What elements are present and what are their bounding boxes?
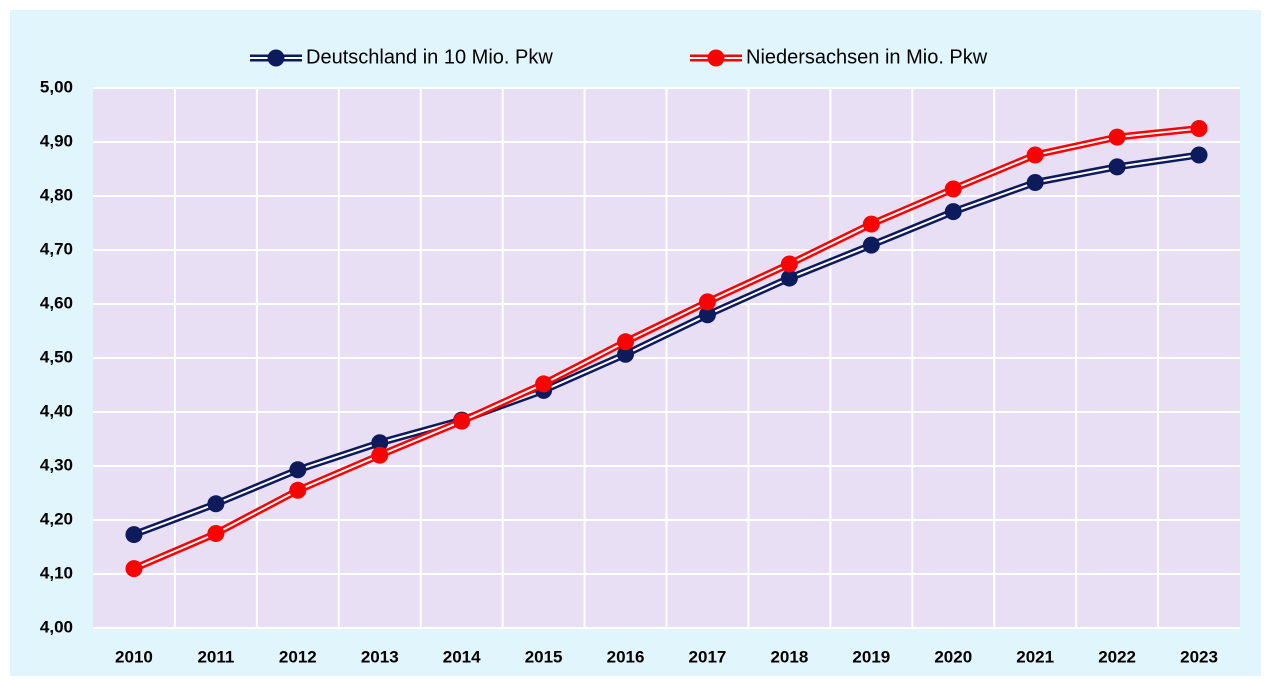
marker [698, 306, 716, 324]
marker [1190, 120, 1208, 137]
marker [535, 375, 553, 393]
marker [371, 434, 389, 452]
series-line-highlight [133, 127, 1200, 570]
marker [207, 525, 225, 542]
x-tick-label: 2013 [361, 647, 399, 666]
x-tick-label: 2015 [525, 647, 563, 666]
y-tick-label: 4,60 [40, 293, 73, 312]
marker [780, 269, 798, 287]
y-tick-label: 5,00 [40, 77, 73, 96]
x-tick-label: 2014 [443, 647, 481, 666]
x-tick-label: 2023 [1180, 647, 1218, 666]
y-tick-label: 4,20 [40, 509, 73, 528]
series-line-highlight [133, 153, 1200, 536]
marker [289, 481, 307, 499]
marker [371, 446, 389, 464]
x-tick-label: 2011 [197, 647, 234, 666]
x-tick-label: 2019 [852, 647, 890, 666]
marker [289, 461, 307, 479]
marker [1026, 174, 1044, 191]
legend-marker [707, 49, 725, 67]
legend-label: Deutschland in 10 Mio. Pkw [306, 46, 553, 68]
x-tick-label: 2016 [607, 647, 645, 666]
marker [698, 293, 716, 311]
marker [453, 412, 471, 430]
marker [207, 495, 225, 513]
marker [944, 180, 962, 198]
marker [780, 255, 798, 273]
y-tick-label: 4,00 [40, 617, 73, 636]
x-tick-label: 2012 [279, 647, 317, 666]
y-tick-label: 4,50 [40, 347, 73, 366]
x-tick-label: 2010 [115, 647, 153, 666]
marker [944, 203, 962, 221]
marker [617, 345, 635, 363]
x-tick-label: 2020 [934, 647, 972, 666]
y-tick-label: 4,30 [40, 455, 73, 474]
marker [1108, 128, 1126, 146]
marker [862, 215, 880, 233]
legend-marker [267, 49, 285, 67]
legend-label: Niedersachsen in Mio. Pkw [746, 46, 988, 68]
marker [1190, 146, 1208, 164]
x-tick-label: 2018 [770, 647, 808, 666]
marker [862, 236, 880, 254]
y-tick-label: 4,90 [40, 131, 73, 150]
y-tick-label: 4,40 [40, 401, 73, 420]
marker [125, 526, 143, 544]
y-tick-label: 4,80 [40, 185, 73, 204]
x-tick-label: 2022 [1098, 647, 1136, 666]
marker [1026, 146, 1044, 164]
marker [1108, 158, 1126, 176]
marker [125, 560, 143, 578]
y-tick-label: 4,70 [40, 239, 73, 258]
x-tick-label: 2021 [1016, 647, 1054, 666]
marker [617, 333, 635, 351]
x-tick-label: 2017 [689, 647, 727, 666]
y-tick-label: 4,10 [40, 563, 73, 582]
